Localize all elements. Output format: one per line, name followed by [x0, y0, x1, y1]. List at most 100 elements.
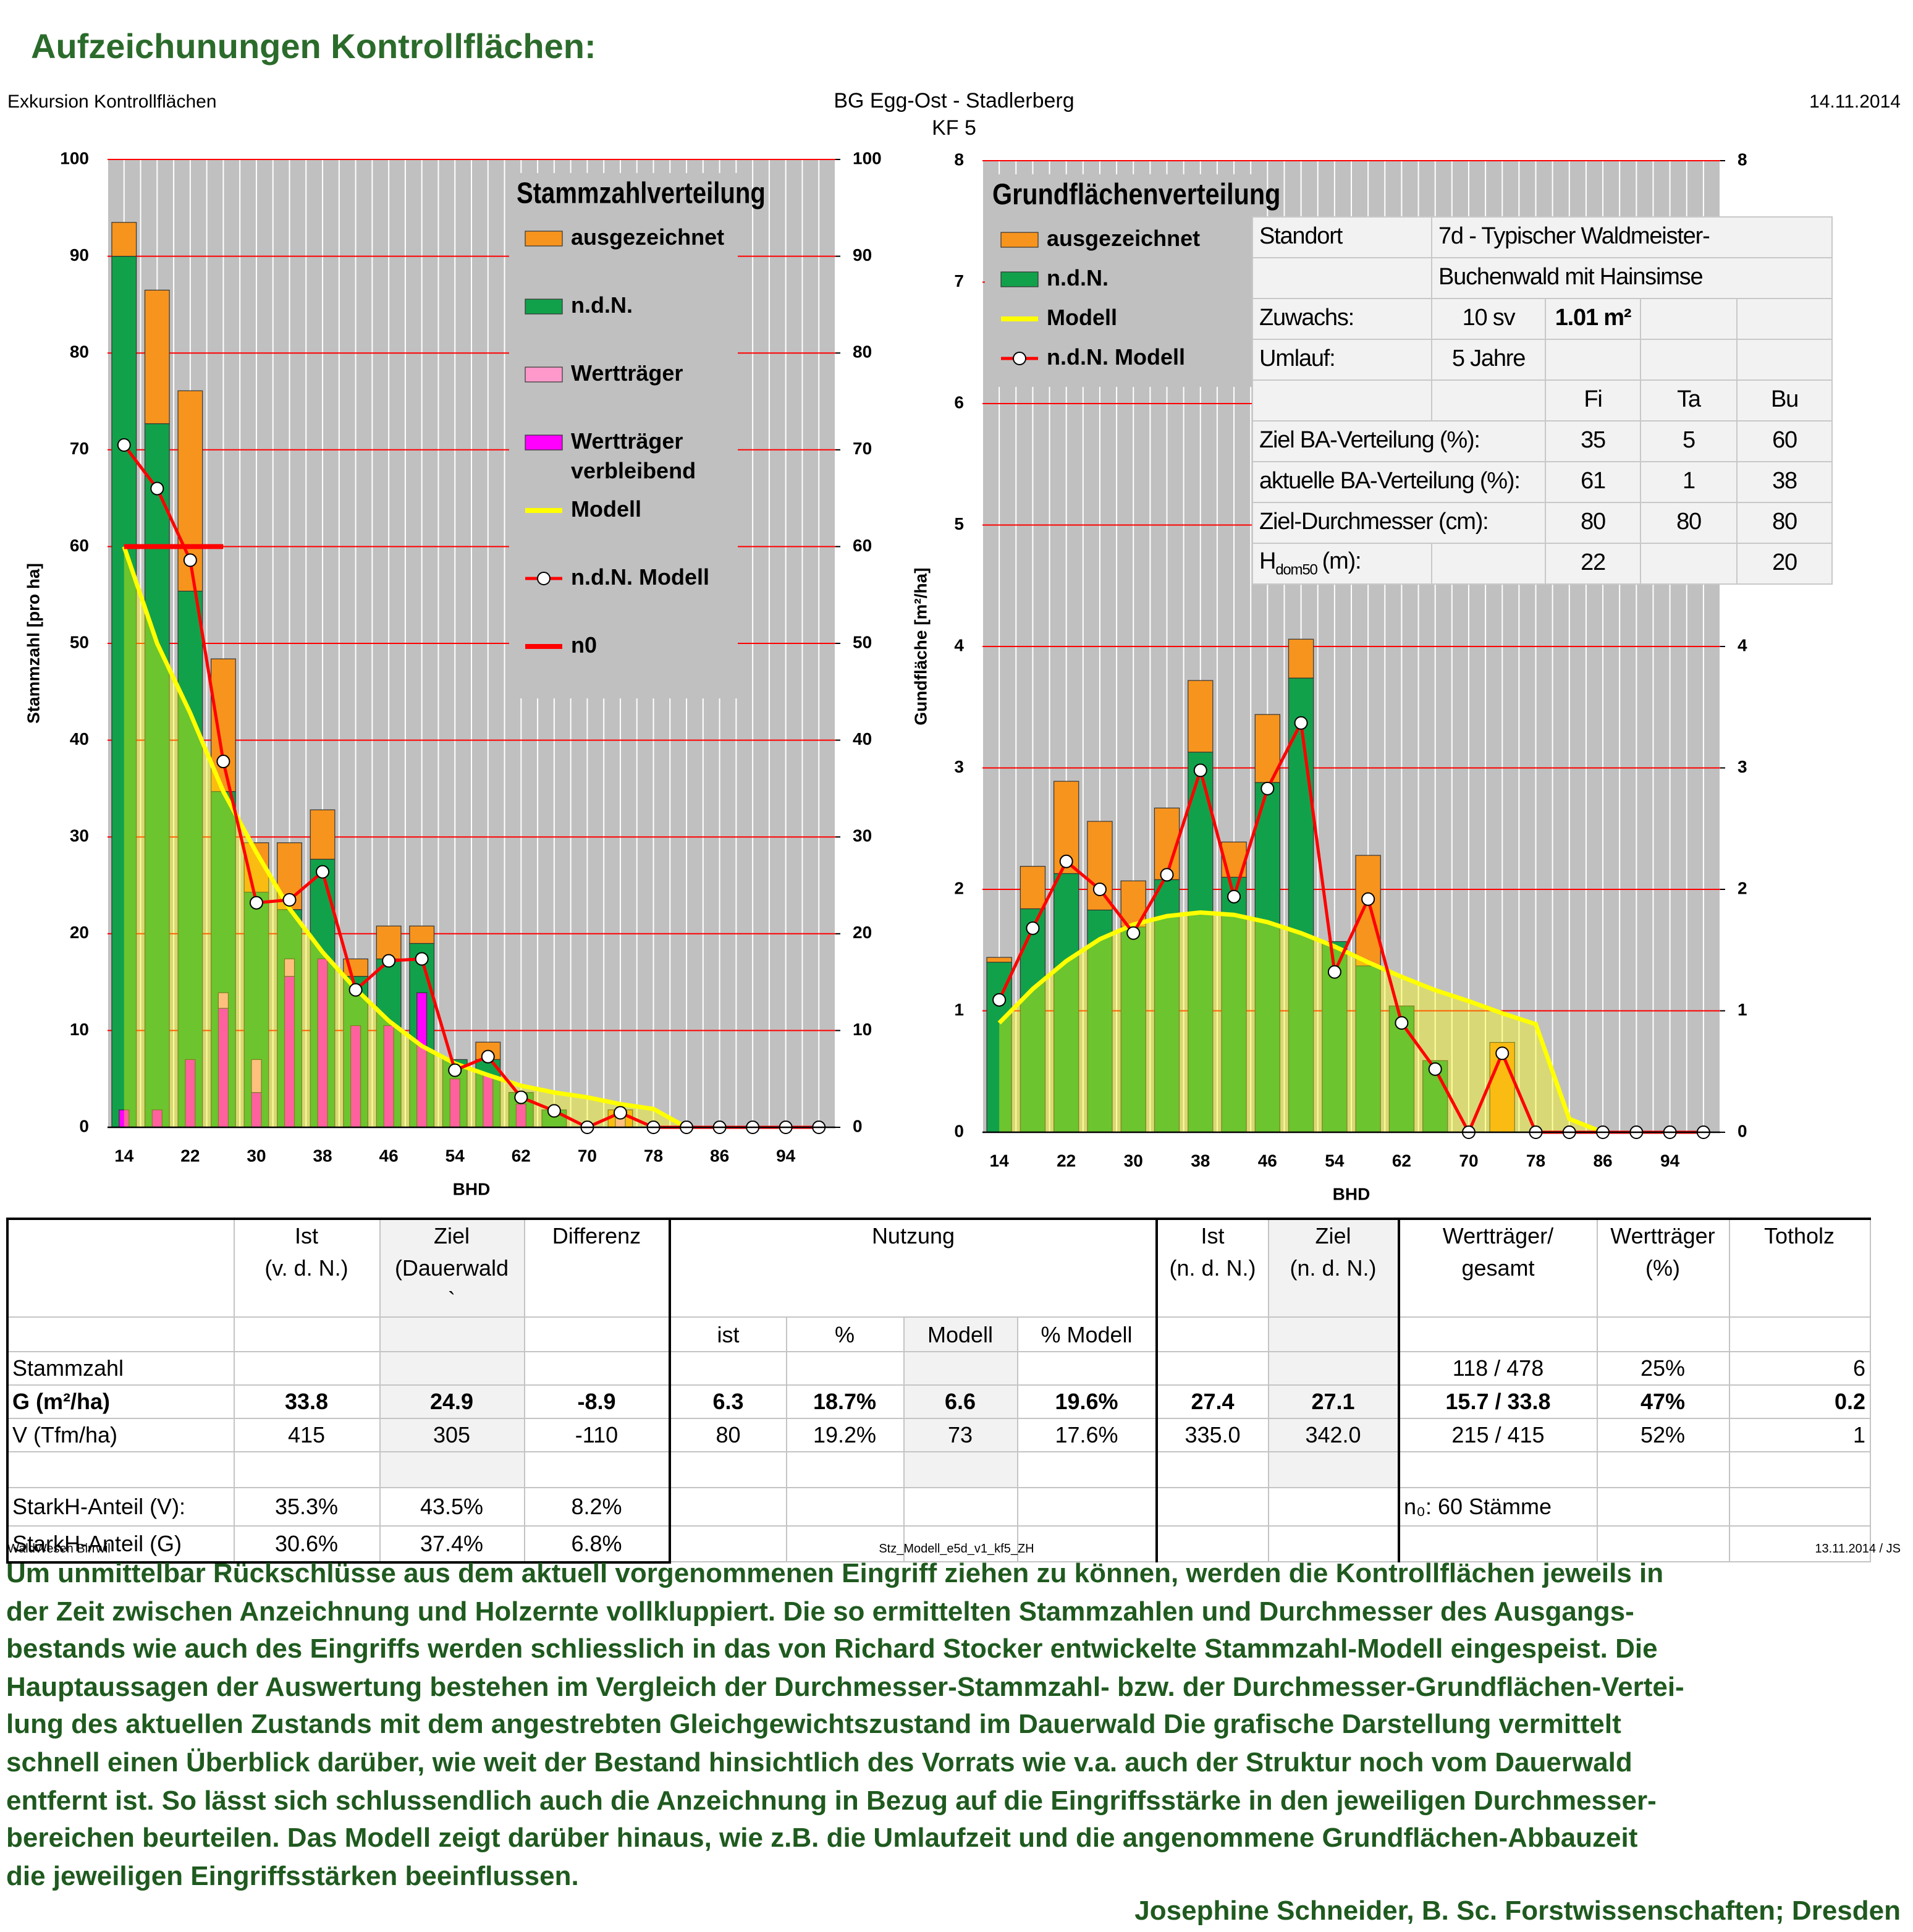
y-tick-label: 10	[70, 1020, 89, 1039]
data-cell	[379, 1351, 525, 1386]
site-cell: 5	[1640, 420, 1738, 462]
site-text: Umlauf:	[1259, 346, 1336, 372]
cell-text: 15.7 / 33.8	[1445, 1389, 1551, 1414]
x-tick-label: 38	[1191, 1151, 1210, 1170]
footer-center: Stz_Modell_e5d_v1_kf5_ZH	[879, 1543, 1034, 1556]
cell-text: StarkH-Anteil (V):	[12, 1494, 186, 1519]
marker	[1227, 889, 1241, 904]
data-cell: 35.3%	[233, 1487, 380, 1527]
y2-tick-label: 90	[853, 245, 872, 265]
site-cell: Standort	[1252, 216, 1432, 258]
header-text: Totholz	[1763, 1224, 1835, 1248]
y2-tick-label: 30	[853, 826, 872, 845]
site-text: 80	[1676, 509, 1702, 535]
data-cell: 73	[903, 1418, 1018, 1452]
cell-text: 415	[287, 1423, 326, 1447]
data-cell	[1267, 1451, 1400, 1488]
subheader-cell	[1267, 1316, 1400, 1352]
site-row: Zuwachs: 10 sv 1.01 m²	[1252, 298, 1833, 340]
cell-text: 35.3%	[274, 1494, 339, 1519]
model-line	[122, 546, 688, 1130]
y-tick-label: 100	[60, 148, 89, 167]
data-cell: 118 / 478	[1398, 1351, 1597, 1386]
site-cell: Ziel BA-Verteilung (%):	[1252, 420, 1546, 462]
site-cell: Ta	[1640, 379, 1738, 422]
legend-label: ausgezeichnet	[1047, 226, 1200, 251]
data-cell: 17.6%	[1016, 1418, 1157, 1452]
site-cell: Buchenwald mit Hainsimse	[1431, 257, 1833, 299]
marker	[1361, 892, 1375, 906]
site-text: 20	[1772, 550, 1797, 576]
y-tick-label: 40	[70, 729, 89, 748]
bar	[1288, 638, 1314, 679]
site-cell: Bu	[1736, 379, 1833, 422]
data-cell	[669, 1487, 787, 1527]
site-cell: 1.01 m²	[1545, 298, 1641, 340]
text-line: Um unmittelbar Rückschlüsse aus dem aktu…	[6, 1557, 1664, 1588]
header-text: Wertträger	[1610, 1224, 1715, 1248]
narrow-bar	[251, 1059, 262, 1093]
bar	[409, 925, 435, 944]
site-cell: 60	[1736, 420, 1833, 462]
header-cell	[7, 1218, 234, 1318]
summary-grid: Ist (v. d. N.) Ziel (Dauerwald ` Differenz Nut…	[6, 1218, 1870, 1563]
legend-swatch	[525, 231, 563, 247]
data-cell: StarkH-Anteil (G)	[7, 1525, 234, 1563]
subheader-text: %	[834, 1322, 855, 1347]
marker	[1059, 854, 1073, 868]
legend-swatch	[525, 299, 563, 315]
site-cell: 20	[1736, 543, 1833, 585]
cell-text: 47%	[1640, 1389, 1686, 1414]
data-cell	[233, 1451, 380, 1488]
data-cell	[785, 1487, 904, 1527]
y-tick-label: 20	[70, 923, 89, 942]
cell-text: 43.5%	[420, 1494, 484, 1519]
subheader-cell	[1398, 1316, 1597, 1352]
site-cell: 80	[1736, 502, 1833, 544]
data-cell	[1016, 1525, 1157, 1562]
narrow-bar	[284, 958, 295, 977]
site-text: 61	[1581, 468, 1606, 494]
data-cell: 6.3	[669, 1384, 787, 1419]
cell-text: 305	[433, 1423, 471, 1447]
subheader-cell: Modell	[903, 1316, 1018, 1352]
legend-label: Wertträger	[571, 360, 683, 386]
page-title: Aufzeichunungen Kontrollflächen:	[31, 27, 596, 66]
y2-tick-label: 4	[1738, 635, 1747, 655]
cell-text: 0.2	[1834, 1389, 1865, 1414]
bar	[1188, 680, 1214, 753]
site-cell	[1252, 257, 1432, 299]
data-cell: StarkH-Anteil (V):	[7, 1487, 234, 1527]
data-cell: 215 / 415	[1398, 1418, 1597, 1452]
legend-label: n.d.N.	[1047, 265, 1109, 290]
header-cell: Ist (n. d. N.)	[1155, 1218, 1269, 1318]
x-tick-label: 86	[710, 1146, 729, 1165]
y2-tick-label: 3	[1738, 757, 1747, 776]
site-row: Ziel BA-Verteilung (%): 35 5 60	[1252, 420, 1833, 462]
data-cell: 6.6	[903, 1384, 1018, 1419]
marker	[415, 952, 429, 966]
site-text: H	[1259, 549, 1276, 575]
marker	[1092, 883, 1107, 896]
y2-tick-label: 8	[1738, 150, 1747, 169]
y2-tick-label: 50	[853, 632, 872, 651]
header-text: Differenz	[552, 1224, 641, 1248]
data-row: StarkH-Anteil (G) 30.6% 37.4% 6.8%	[7, 1525, 1870, 1563]
site-cell	[1545, 339, 1641, 381]
bar	[1355, 855, 1381, 967]
y-tick-label: 3	[954, 757, 964, 776]
site-cell	[1640, 339, 1738, 381]
data-cell: 8.2%	[523, 1487, 670, 1527]
subheader-cell	[1596, 1316, 1729, 1352]
x-tick-label: 94	[1660, 1151, 1680, 1170]
data-cell	[233, 1351, 380, 1386]
data-cell: 18.7%	[785, 1384, 904, 1419]
legend-label: Wertträger verbleibend	[571, 428, 696, 483]
site-cell	[1640, 298, 1738, 340]
subheader-cell: %	[785, 1316, 904, 1352]
site-text: Buchenwald mit Hainsimse	[1438, 265, 1704, 290]
marker	[183, 553, 197, 567]
data-cell	[903, 1451, 1018, 1488]
legend-swatch	[525, 366, 563, 383]
text-line: lung des aktuellen Zustands mit dem ange…	[6, 1708, 1621, 1740]
